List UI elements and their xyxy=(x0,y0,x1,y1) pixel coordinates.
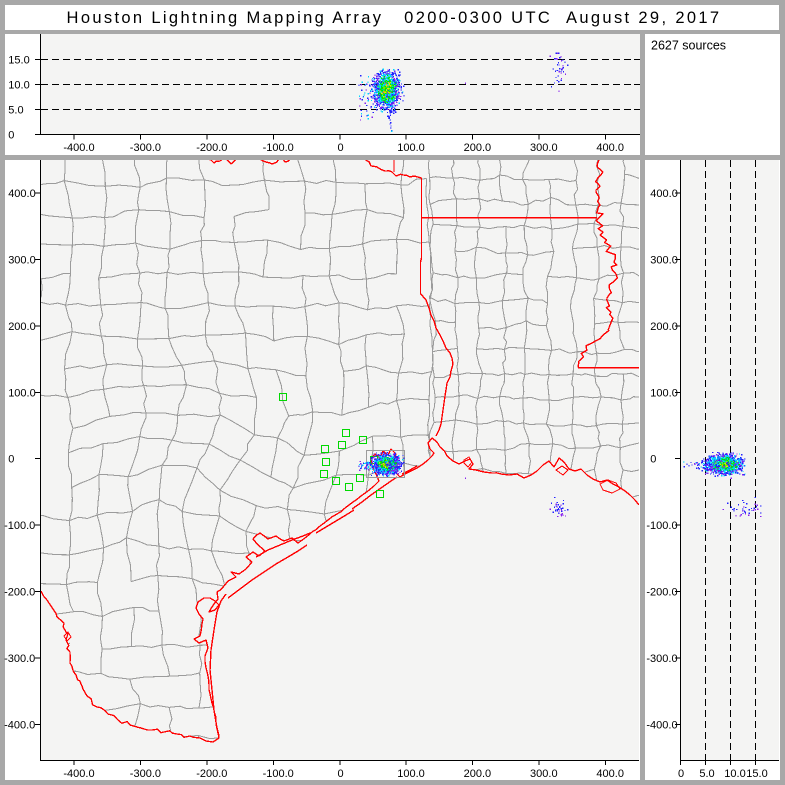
svg-text:-100.0: -100.0 xyxy=(263,768,294,780)
svg-text:100.0: 100.0 xyxy=(8,387,36,399)
svg-text:-100.0: -100.0 xyxy=(4,520,35,532)
svg-text:400.0: 400.0 xyxy=(650,188,678,200)
svg-text:300.0: 300.0 xyxy=(8,255,36,267)
svg-text:0: 0 xyxy=(8,130,14,142)
svg-text:5.0: 5.0 xyxy=(8,105,23,117)
svg-text:-200.0: -200.0 xyxy=(4,587,35,599)
svg-text:-400.0: -400.0 xyxy=(646,719,677,731)
svg-text:2627 sources: 2627 sources xyxy=(651,39,726,53)
svg-text:-300.0: -300.0 xyxy=(130,768,161,780)
svg-text:0: 0 xyxy=(8,454,14,466)
svg-text:-200.0: -200.0 xyxy=(196,142,227,154)
svg-text:Houston Lightning Mapping Arra: Houston Lightning Mapping Array 0200-030… xyxy=(67,9,722,27)
svg-text:100.0: 100.0 xyxy=(650,387,678,399)
svg-text:400.0: 400.0 xyxy=(8,188,36,200)
svg-text:-400.0: -400.0 xyxy=(63,768,94,780)
svg-text:-100.0: -100.0 xyxy=(646,520,677,532)
svg-text:100.0: 100.0 xyxy=(397,768,425,780)
svg-text:5.0: 5.0 xyxy=(699,768,714,780)
svg-text:300.0: 300.0 xyxy=(650,255,678,267)
svg-text:400.0: 400.0 xyxy=(596,768,624,780)
svg-text:10.0: 10.0 xyxy=(8,80,29,92)
svg-text:100.0: 100.0 xyxy=(397,142,425,154)
svg-text:300.0: 300.0 xyxy=(530,768,558,780)
svg-text:-400.0: -400.0 xyxy=(63,142,94,154)
svg-text:400.0: 400.0 xyxy=(596,142,624,154)
svg-text:-200.0: -200.0 xyxy=(646,587,677,599)
svg-text:200.0: 200.0 xyxy=(464,768,492,780)
svg-text:200.0: 200.0 xyxy=(464,142,492,154)
svg-text:0: 0 xyxy=(650,454,656,466)
svg-text:10.0: 10.0 xyxy=(724,768,745,780)
svg-text:-100.0: -100.0 xyxy=(263,142,294,154)
svg-text:-300.0: -300.0 xyxy=(4,653,35,665)
svg-text:0: 0 xyxy=(338,142,344,154)
svg-text:-300.0: -300.0 xyxy=(646,653,677,665)
svg-text:300.0: 300.0 xyxy=(530,142,558,154)
svg-text:200.0: 200.0 xyxy=(8,321,36,333)
svg-text:15.0: 15.0 xyxy=(746,768,767,780)
svg-text:-200.0: -200.0 xyxy=(196,768,227,780)
svg-text:200.0: 200.0 xyxy=(650,321,678,333)
svg-text:-400.0: -400.0 xyxy=(4,719,35,731)
svg-text:15.0: 15.0 xyxy=(8,55,29,67)
svg-text:0: 0 xyxy=(338,768,344,780)
svg-text:-300.0: -300.0 xyxy=(130,142,161,154)
svg-text:0: 0 xyxy=(678,768,684,780)
